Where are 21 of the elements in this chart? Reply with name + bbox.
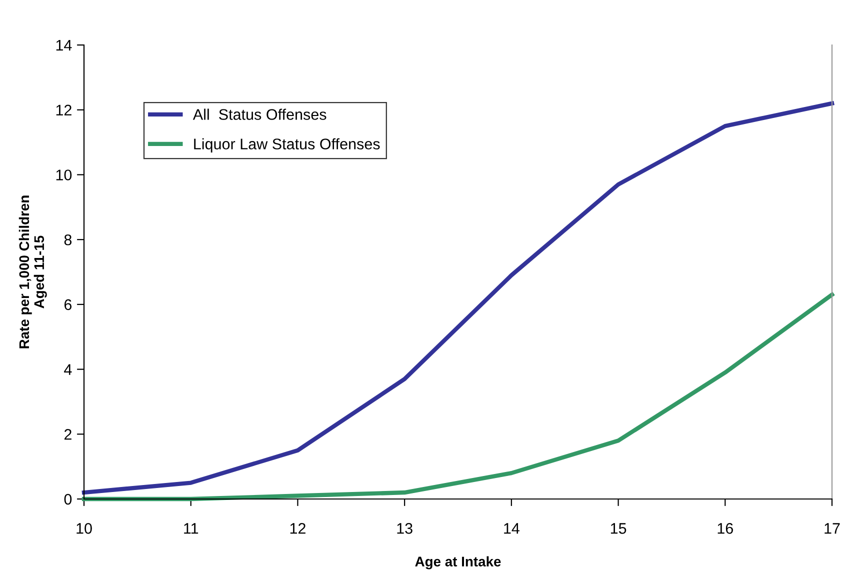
x-tick-label: 17 [824,523,840,534]
y-tick-label: 14 [56,40,72,51]
x-tick-label: 14 [504,523,520,534]
line-series [82,101,834,495]
x-tick-label: 13 [397,523,412,534]
x-tick-label: 10 [76,523,92,534]
y-axis-title: Rate per 1,000 Children Aged 11-15 [18,196,47,348]
y-tick-label: 12 [56,104,72,116]
y-tick-label: 0 [64,494,72,505]
y-tick-label: 8 [64,234,72,246]
x-tick-label: 16 [718,523,733,534]
x-tick-label: 11 [184,523,198,534]
y-tick-label: 10 [56,170,72,180]
x-tick-label: 15 [610,523,626,534]
x-axis-title: Age at Intake [415,556,501,570]
y-tick-label: 2 [64,429,72,440]
legend-label: Liquor Law Status Offenses [194,138,380,152]
y-tick-label: 6 [64,299,72,310]
x-tick-label: 12 [290,523,306,534]
y-tick-label: 4 [64,364,72,375]
legend-label: All Status Offenses [192,108,326,120]
